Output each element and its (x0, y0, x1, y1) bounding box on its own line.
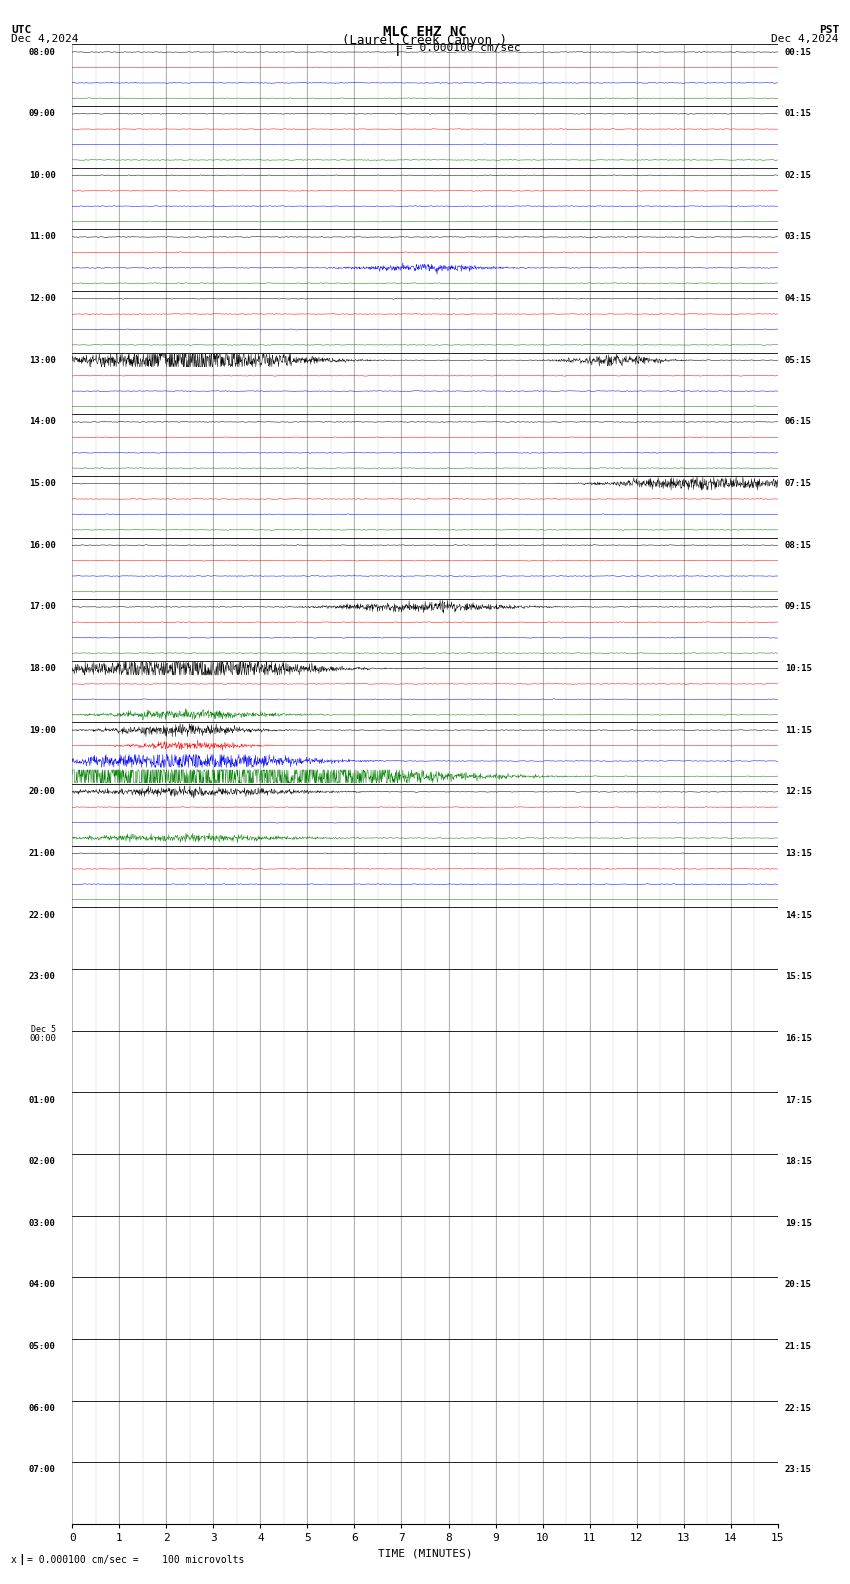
Text: 05:00: 05:00 (29, 1342, 56, 1351)
Text: 11:00: 11:00 (29, 233, 56, 241)
Text: Dec 4,2024: Dec 4,2024 (772, 33, 839, 44)
Text: Dec 4,2024: Dec 4,2024 (11, 33, 78, 44)
Text: 02:00: 02:00 (29, 1158, 56, 1166)
Text: 09:15: 09:15 (785, 602, 812, 611)
Text: 13:15: 13:15 (785, 849, 812, 859)
Text: 02:15: 02:15 (785, 171, 812, 181)
Text: 04:15: 04:15 (785, 295, 812, 303)
Text: 01:00: 01:00 (29, 1096, 56, 1104)
Text: MLC EHZ NC: MLC EHZ NC (383, 24, 467, 38)
Text: 19:00: 19:00 (29, 725, 56, 735)
Text: 14:15: 14:15 (785, 911, 812, 920)
Text: 00:15: 00:15 (785, 48, 812, 57)
Text: 06:00: 06:00 (29, 1403, 56, 1413)
Text: 23:00: 23:00 (29, 973, 56, 980)
Text: 12:15: 12:15 (785, 787, 812, 797)
Text: 21:15: 21:15 (785, 1342, 812, 1351)
Text: 16:00: 16:00 (29, 540, 56, 550)
Text: 07:15: 07:15 (785, 478, 812, 488)
Text: 20:15: 20:15 (785, 1280, 812, 1289)
Text: 15:00: 15:00 (29, 478, 56, 488)
Text: 08:00: 08:00 (29, 48, 56, 57)
Text: 15:15: 15:15 (785, 973, 812, 980)
Text: 22:00: 22:00 (29, 911, 56, 920)
Text: 01:15: 01:15 (785, 109, 812, 119)
Text: 05:15: 05:15 (785, 356, 812, 364)
Text: 11:15: 11:15 (785, 725, 812, 735)
Text: |: | (394, 43, 401, 55)
Text: 07:00: 07:00 (29, 1465, 56, 1475)
Text: 21:00: 21:00 (29, 849, 56, 859)
Text: 03:00: 03:00 (29, 1218, 56, 1228)
Text: Dec 5: Dec 5 (31, 1025, 56, 1034)
Text: 20:00: 20:00 (29, 787, 56, 797)
Text: 18:15: 18:15 (785, 1158, 812, 1166)
Text: 17:00: 17:00 (29, 602, 56, 611)
Text: 23:15: 23:15 (785, 1465, 812, 1475)
Text: 16:15: 16:15 (785, 1034, 812, 1042)
Text: 00:00: 00:00 (29, 1034, 56, 1042)
Text: PST: PST (819, 24, 839, 35)
Text: (Laurel Creek Canyon ): (Laurel Creek Canyon ) (343, 33, 507, 48)
Text: 19:15: 19:15 (785, 1218, 812, 1228)
Text: UTC: UTC (11, 24, 31, 35)
Text: 10:15: 10:15 (785, 664, 812, 673)
Text: 22:15: 22:15 (785, 1403, 812, 1413)
Text: 17:15: 17:15 (785, 1096, 812, 1104)
Text: = 0.000100 cm/sec =    100 microvolts: = 0.000100 cm/sec = 100 microvolts (27, 1555, 245, 1565)
Text: 09:00: 09:00 (29, 109, 56, 119)
Text: 12:00: 12:00 (29, 295, 56, 303)
Text: 06:15: 06:15 (785, 418, 812, 426)
Text: 10:00: 10:00 (29, 171, 56, 181)
Text: 08:15: 08:15 (785, 540, 812, 550)
Text: 18:00: 18:00 (29, 664, 56, 673)
Text: = 0.000100 cm/sec: = 0.000100 cm/sec (406, 43, 521, 52)
Text: 04:00: 04:00 (29, 1280, 56, 1289)
Text: 13:00: 13:00 (29, 356, 56, 364)
Text: 03:15: 03:15 (785, 233, 812, 241)
X-axis label: TIME (MINUTES): TIME (MINUTES) (377, 1549, 473, 1559)
Text: x: x (11, 1555, 17, 1565)
Text: 14:00: 14:00 (29, 418, 56, 426)
Text: |: | (19, 1554, 26, 1565)
